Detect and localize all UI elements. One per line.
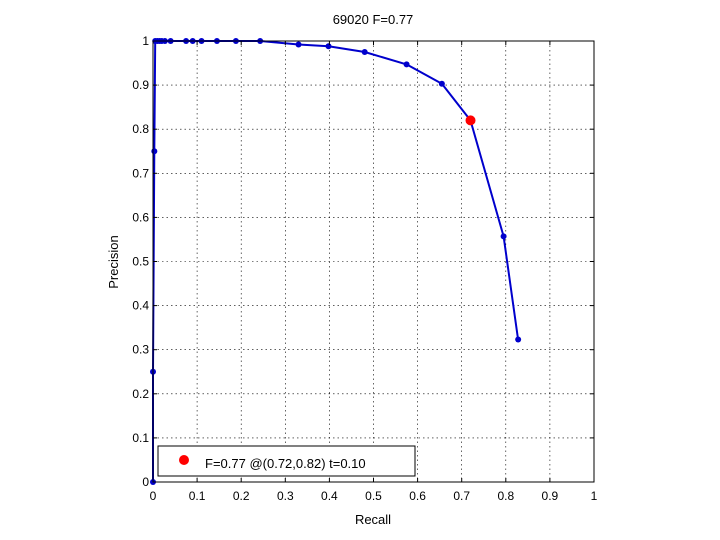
pr-curve-point <box>325 43 332 50</box>
legend-label: F=0.77 @(0.72,0.82) t=0.10 <box>205 456 366 471</box>
y-tick-label: 0.9 <box>132 78 149 92</box>
y-tick-label: 0.4 <box>132 299 149 313</box>
x-tick-label: 0.9 <box>542 489 559 503</box>
legend-box <box>157 445 416 477</box>
y-tick-label: 0.2 <box>132 387 149 401</box>
x-axis-label: Recall <box>355 512 391 527</box>
x-tick-label: 0.4 <box>321 489 338 503</box>
legend: F=0.77 @(0.72,0.82) t=0.10 <box>157 445 416 477</box>
pr-curve-point <box>295 41 302 48</box>
x-tick-label: 0.6 <box>409 489 426 503</box>
y-tick-label: 0.8 <box>132 122 149 136</box>
y-tick-label: 1 <box>142 34 149 48</box>
best-f-point <box>465 115 476 126</box>
y-tick-label: 0 <box>142 475 149 489</box>
pr-curve-point <box>361 49 368 56</box>
pr-curve-point <box>438 80 445 87</box>
ticks: 0 0.1 0.2 0.3 0.4 0.5 0.6 0.7 0.8 0.9 1 0 0.1 0.2 0.3 0… <box>132 34 597 503</box>
x-tick-label: 0.5 <box>365 489 382 503</box>
y-tick-label: 0.1 <box>132 431 149 445</box>
pr-curve-point <box>500 233 507 240</box>
pr-curve-point <box>515 336 522 343</box>
x-tick-label: 0 <box>150 489 157 503</box>
y-tick-label: 0.7 <box>132 166 149 180</box>
x-tick-label: 0.3 <box>277 489 294 503</box>
y-tick-label: 0.3 <box>132 343 149 357</box>
grid <box>153 41 594 482</box>
pr-curve-point <box>151 148 158 155</box>
y-tick-label: 0.5 <box>132 255 149 269</box>
x-tick-label: 0.7 <box>453 489 470 503</box>
x-tick-label: 1 <box>591 489 598 503</box>
legend-marker <box>179 455 189 465</box>
y-axis-label: Precision <box>106 235 121 288</box>
x-tick-label: 0.8 <box>497 489 514 503</box>
x-tick-label: 0.2 <box>233 489 250 503</box>
pr-curve-point <box>403 61 410 68</box>
y-tick-label: 0.6 <box>132 210 149 224</box>
x-tick-label: 0.1 <box>189 489 206 503</box>
chart-title: 69020 F=0.77 <box>333 12 414 27</box>
